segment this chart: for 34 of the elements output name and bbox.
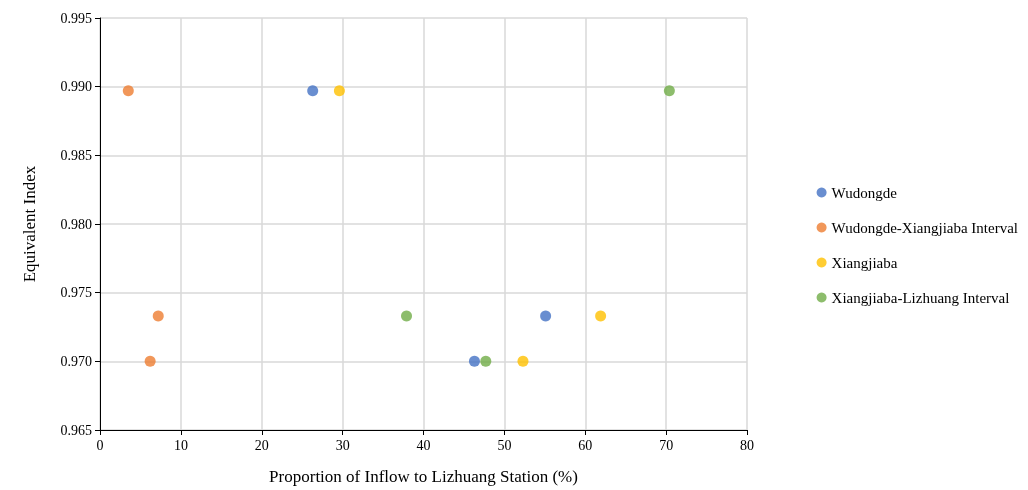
- x-tick-label: 30: [335, 437, 350, 453]
- point: [401, 310, 413, 322]
- y-tick-label: 0.965: [60, 422, 92, 438]
- legend-label: Wudongde-Xiangjiaba Interval: [831, 219, 1019, 236]
- y-tick-label: 0.995: [60, 10, 92, 26]
- y-axis-title: Equivalent Index: [20, 165, 39, 283]
- x-axis-title: Proportion of Inflow to Lizhuang Station (%): [269, 467, 578, 486]
- y-tick-label: 0.975: [60, 285, 92, 301]
- x-tick-label: 60: [578, 437, 593, 453]
- point: [144, 355, 156, 367]
- point: [152, 310, 164, 322]
- x-tick-label: 80: [740, 437, 754, 453]
- point: [468, 355, 480, 367]
- x-tick-label: 50: [497, 437, 512, 453]
- x-tick-label: 10: [173, 437, 188, 453]
- y-tick-label: 0.990: [60, 79, 92, 95]
- x-tick-label: 40: [416, 437, 431, 453]
- point: [122, 85, 134, 97]
- point: [663, 85, 675, 97]
- legend-label: Wudongde: [831, 184, 898, 201]
- y-tick-label: 0.985: [60, 147, 92, 163]
- y-tick-label: 0.970: [60, 353, 92, 369]
- point: [517, 355, 529, 367]
- y-tick-label: 0.980: [60, 216, 92, 232]
- legend-label: Xiangjiaba: [831, 254, 898, 271]
- x-tick-label: 0: [96, 437, 104, 453]
- point: [595, 310, 607, 322]
- x-tick-label: 20: [254, 437, 269, 453]
- point: [333, 85, 345, 97]
- point: [540, 310, 552, 322]
- legend-label: Xiangjiaba-Lizhuang Interval: [831, 289, 1010, 306]
- point: [480, 355, 492, 367]
- x-tick-label: 70: [659, 437, 674, 453]
- point: [307, 85, 319, 97]
